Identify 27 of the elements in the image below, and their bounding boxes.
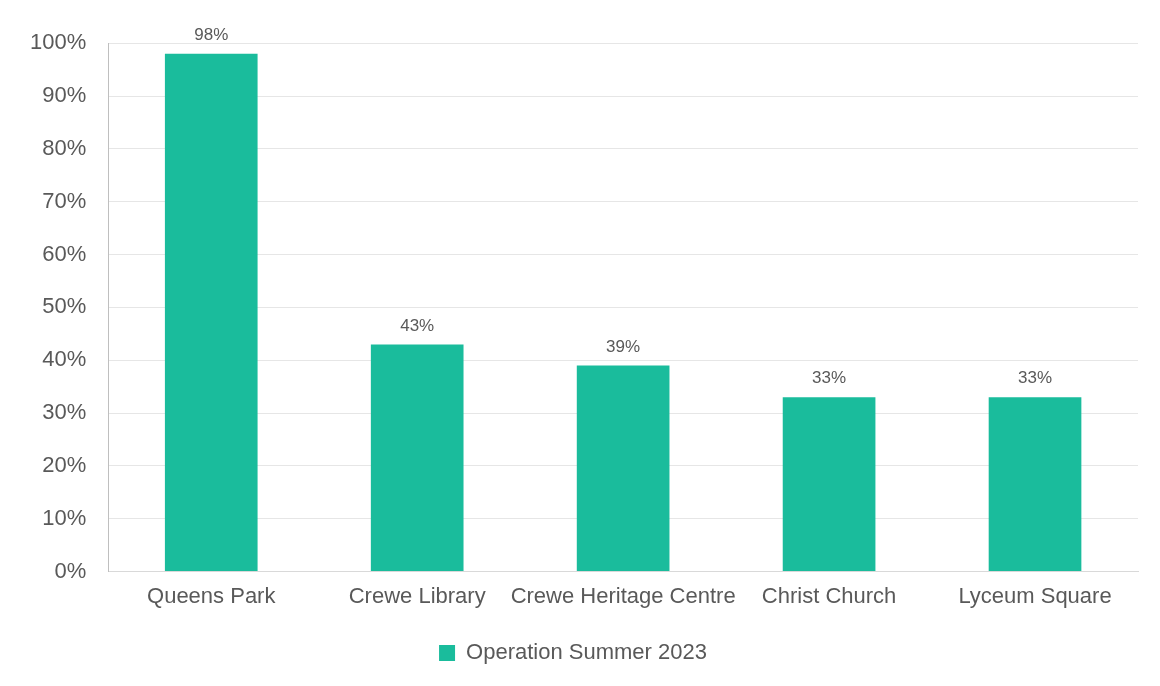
y-tick-label: 0% <box>54 557 87 583</box>
bar <box>988 397 1082 572</box>
y-tick-label: 80% <box>42 134 87 160</box>
data-label: 43% <box>400 315 435 335</box>
x-tick-label: Queens Park <box>147 582 277 608</box>
x-tick-label: Christ Church <box>761 582 897 608</box>
x-tick-label: Lyceum Square <box>958 582 1112 608</box>
y-tick-label: 50% <box>42 293 87 319</box>
y-tick-label: 100% <box>29 29 87 55</box>
y-tick-label: 60% <box>42 240 87 266</box>
y-tick-label: 90% <box>42 82 87 108</box>
x-tick-label: Crewe Library <box>348 582 486 608</box>
x-tick-label: Crewe Heritage Centre <box>510 582 736 608</box>
y-tick-label: 70% <box>42 187 87 213</box>
data-label: 39% <box>606 336 641 356</box>
y-tick-label: 30% <box>42 399 87 425</box>
data-label: 98% <box>194 24 229 44</box>
y-tick-label: 40% <box>42 346 87 372</box>
data-label: 33% <box>1018 368 1053 388</box>
y-tick-label: 20% <box>42 451 87 477</box>
y-tick-label: 10% <box>42 504 87 530</box>
bar <box>370 344 464 572</box>
legend-label: Operation Summer 2023 <box>466 639 707 665</box>
bar <box>164 53 258 572</box>
bar <box>782 397 876 572</box>
bar <box>576 365 670 572</box>
data-label: 33% <box>812 368 847 388</box>
